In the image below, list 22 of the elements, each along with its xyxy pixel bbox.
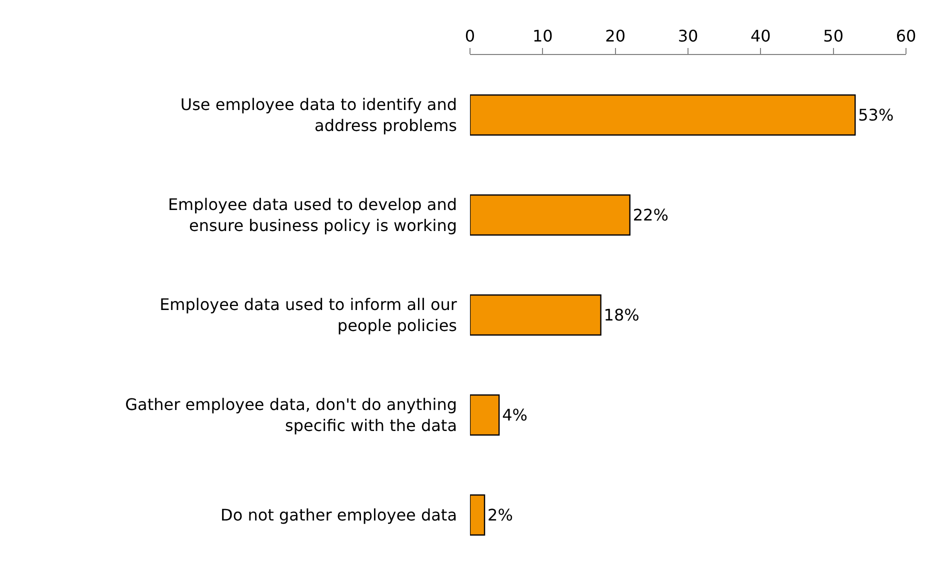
- data-label: 4%: [502, 406, 528, 424]
- data-label: 53%: [858, 106, 894, 124]
- data-label: 22%: [632, 206, 668, 224]
- bar: [470, 294, 602, 336]
- x-tick-label: 50: [823, 26, 844, 46]
- bar: [470, 94, 856, 136]
- bar: [470, 194, 630, 236]
- x-tick-label: 10: [532, 26, 553, 46]
- data-label: 18%: [604, 306, 640, 324]
- y-tick-label: Gather employee data, don't do anything specific with the data: [125, 395, 457, 435]
- x-tick-label: 0: [464, 26, 476, 46]
- bar: [470, 494, 486, 536]
- x-tick-label: 40: [750, 26, 771, 46]
- y-tick-label: Employee data used to develop and ensure business policy is working: [168, 195, 457, 235]
- x-tick-label: 30: [678, 26, 698, 46]
- y-tick-label: Use employee data to identify and address problems: [180, 95, 457, 135]
- y-tick-label: Employee data used to inform all our people policies: [160, 295, 458, 335]
- x-tick-label: 60: [896, 26, 916, 46]
- x-tick-label: 20: [605, 26, 626, 46]
- y-tick-label: Do not gather employee data: [220, 506, 457, 525]
- bar: [470, 394, 500, 436]
- data-label: 2%: [488, 506, 513, 524]
